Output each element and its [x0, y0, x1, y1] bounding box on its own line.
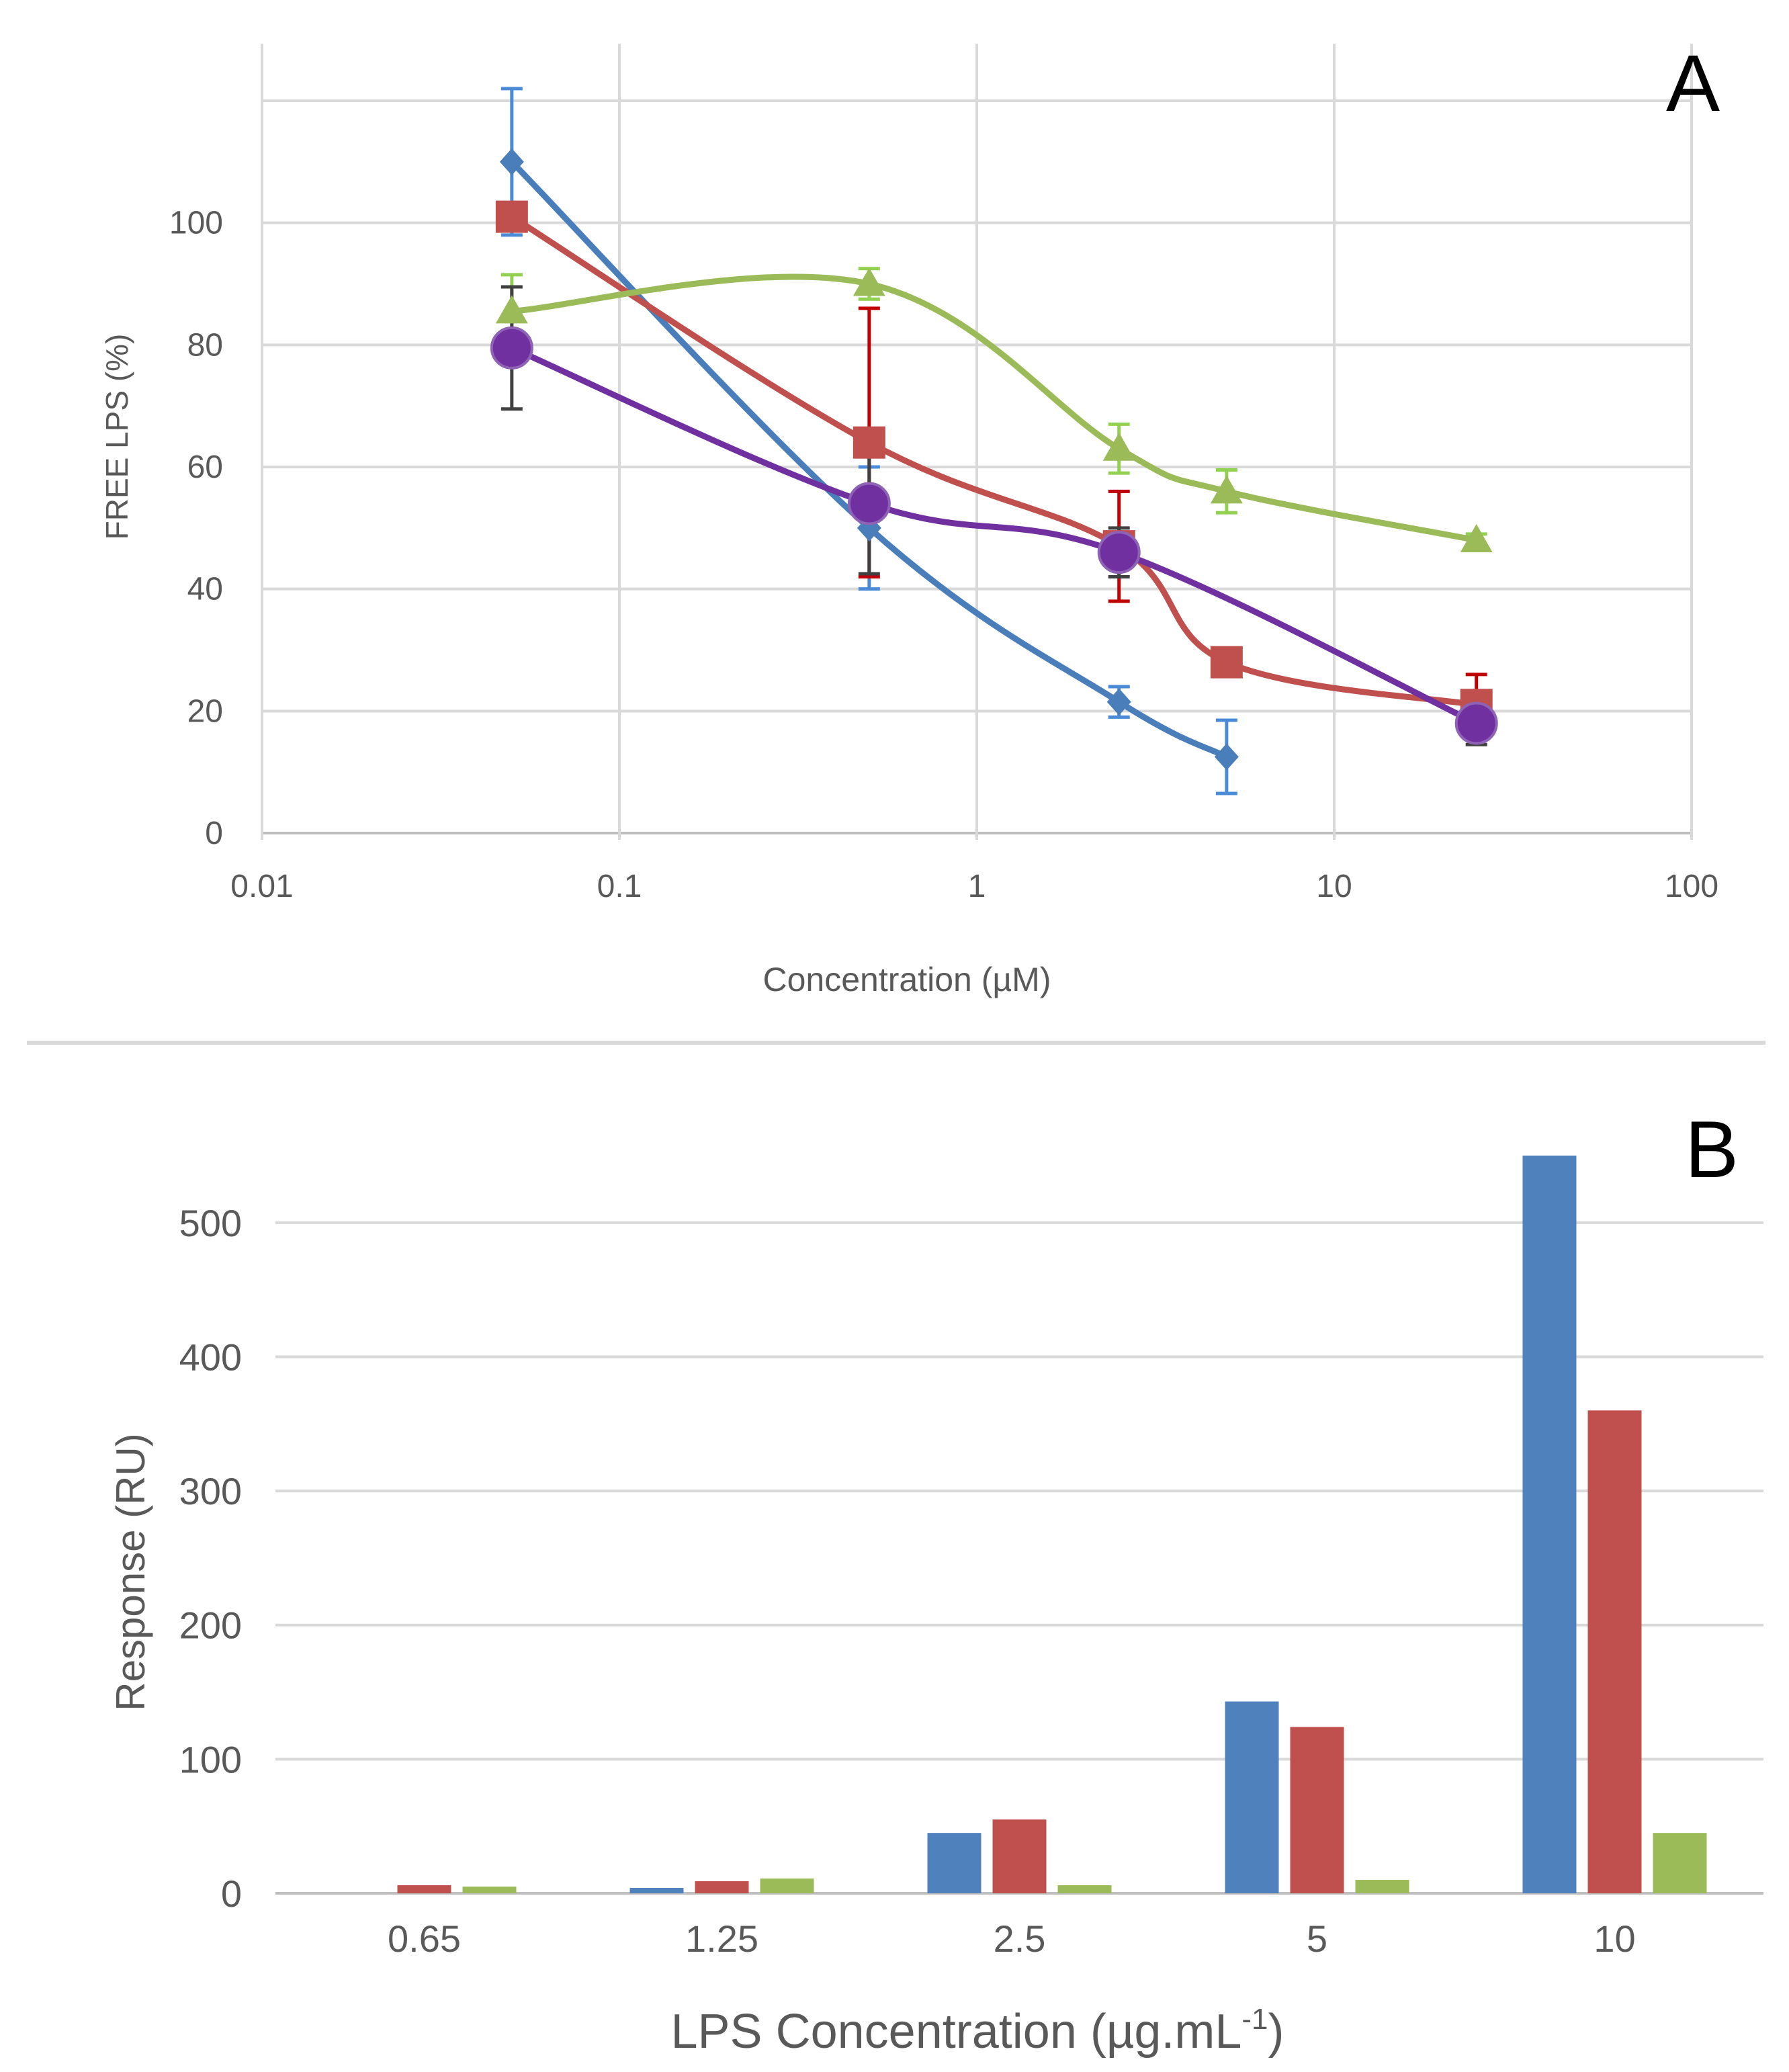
series-1-marker — [1106, 688, 1131, 716]
panel-a-line-chart: 0 20 40 60 80 100 0.01 0.1 1 10 100 A Concentratio… — [99, 38, 1720, 998]
panel-a-tick-labels: 0 20 40 60 80 100 0.01 0.1 1 10 100 — [169, 206, 1718, 904]
y-tick-label: 80 — [187, 327, 223, 363]
series-4-marker — [1097, 531, 1141, 574]
panel-b-x-axis-title-superscript: -1 — [1241, 2003, 1268, 2036]
x-tick-label: 10 — [1316, 869, 1352, 904]
series-4-marker — [1454, 701, 1498, 745]
panel-b-bar-chart: 0 100 200 300 400 500 0.65 1.25 2.5 5 10 B LPS Con… — [108, 1105, 1763, 2059]
series-3-marker — [1460, 524, 1493, 552]
panel-b-x-axis-title-close: ) — [1268, 2005, 1284, 2059]
series-3-bar — [1355, 1880, 1409, 1893]
series-1-marker — [499, 148, 524, 175]
y-tick-label: 0 — [221, 1872, 242, 1915]
series-3-marker — [1102, 432, 1135, 461]
panel-a-y-axis-title: FREE LPS (%) — [99, 334, 134, 540]
panel-b-x-axis-title-main: LPS Concentration (µg.mL — [670, 2005, 1241, 2059]
series-3-line — [509, 273, 1480, 544]
series-2-line — [509, 214, 1480, 708]
x-tick-label: 2.5 — [994, 1917, 1046, 1960]
series-2-bar — [1290, 1727, 1344, 1893]
x-tick-label: 0.65 — [388, 1917, 461, 1960]
panel-b-bars — [397, 1156, 1707, 1893]
x-tick-label: 10 — [1594, 1917, 1635, 1960]
series-3-bar — [760, 1879, 814, 1893]
series-4-marker — [847, 482, 891, 525]
y-tick-label: 20 — [187, 693, 223, 729]
y-tick-label: 0 — [205, 816, 223, 851]
series-1-bar — [629, 1888, 684, 1893]
y-tick-label: 300 — [179, 1470, 242, 1512]
series-2-bar — [397, 1885, 451, 1893]
series-4-marker — [490, 326, 533, 370]
x-tick-label: 1 — [968, 869, 986, 904]
y-tick-label: 100 — [169, 206, 223, 241]
series-1-bar — [1225, 1701, 1279, 1893]
series-2-bar — [695, 1881, 749, 1893]
series-1-bar — [1522, 1156, 1577, 1893]
panel-a-x-axis-title: Concentration (µM) — [763, 961, 1051, 998]
panel-b-tick-labels: 0 100 200 300 400 500 0.65 1.25 2.5 5 10 — [179, 1202, 1636, 1960]
x-tick-label: 0.1 — [597, 869, 642, 904]
panel-b-letter: B — [1685, 1105, 1739, 1195]
series-3-bar — [1653, 1833, 1707, 1893]
panel-a-letter: A — [1666, 38, 1720, 128]
series-2-bar — [992, 1819, 1047, 1893]
series-3-marker — [1210, 475, 1243, 504]
series-2-bar — [1587, 1410, 1642, 1893]
panel-b-y-axis-title: Response (RU) — [108, 1433, 153, 1711]
series-2-marker — [1210, 646, 1243, 679]
x-tick-label: 0.01 — [230, 869, 293, 904]
y-tick-label: 200 — [179, 1604, 242, 1647]
y-tick-label: 60 — [187, 449, 223, 485]
y-tick-label: 40 — [187, 572, 223, 607]
panel-b-x-axis-title: LPS Concentration (µg.mL-1) — [670, 2003, 1284, 2059]
series-2-marker — [853, 426, 885, 459]
y-tick-label: 100 — [179, 1738, 242, 1780]
series-1-marker — [1214, 743, 1239, 771]
x-tick-label: 5 — [1307, 1917, 1327, 1960]
series-3-marker — [853, 267, 885, 296]
series-3-bar — [1057, 1885, 1112, 1893]
series-3-bar — [462, 1887, 517, 1893]
y-tick-label: 500 — [179, 1202, 242, 1244]
y-tick-label: 400 — [179, 1336, 242, 1378]
series-3-marker — [495, 295, 528, 324]
x-tick-label: 100 — [1665, 869, 1718, 904]
panel-a-series-lines — [509, 159, 1480, 760]
panel-a-markers — [490, 148, 1498, 771]
series-1-bar — [927, 1833, 981, 1893]
x-tick-label: 1.25 — [685, 1917, 758, 1960]
series-1-line — [509, 159, 1230, 760]
series-2-marker — [495, 200, 528, 233]
series-4-line — [509, 345, 1480, 726]
